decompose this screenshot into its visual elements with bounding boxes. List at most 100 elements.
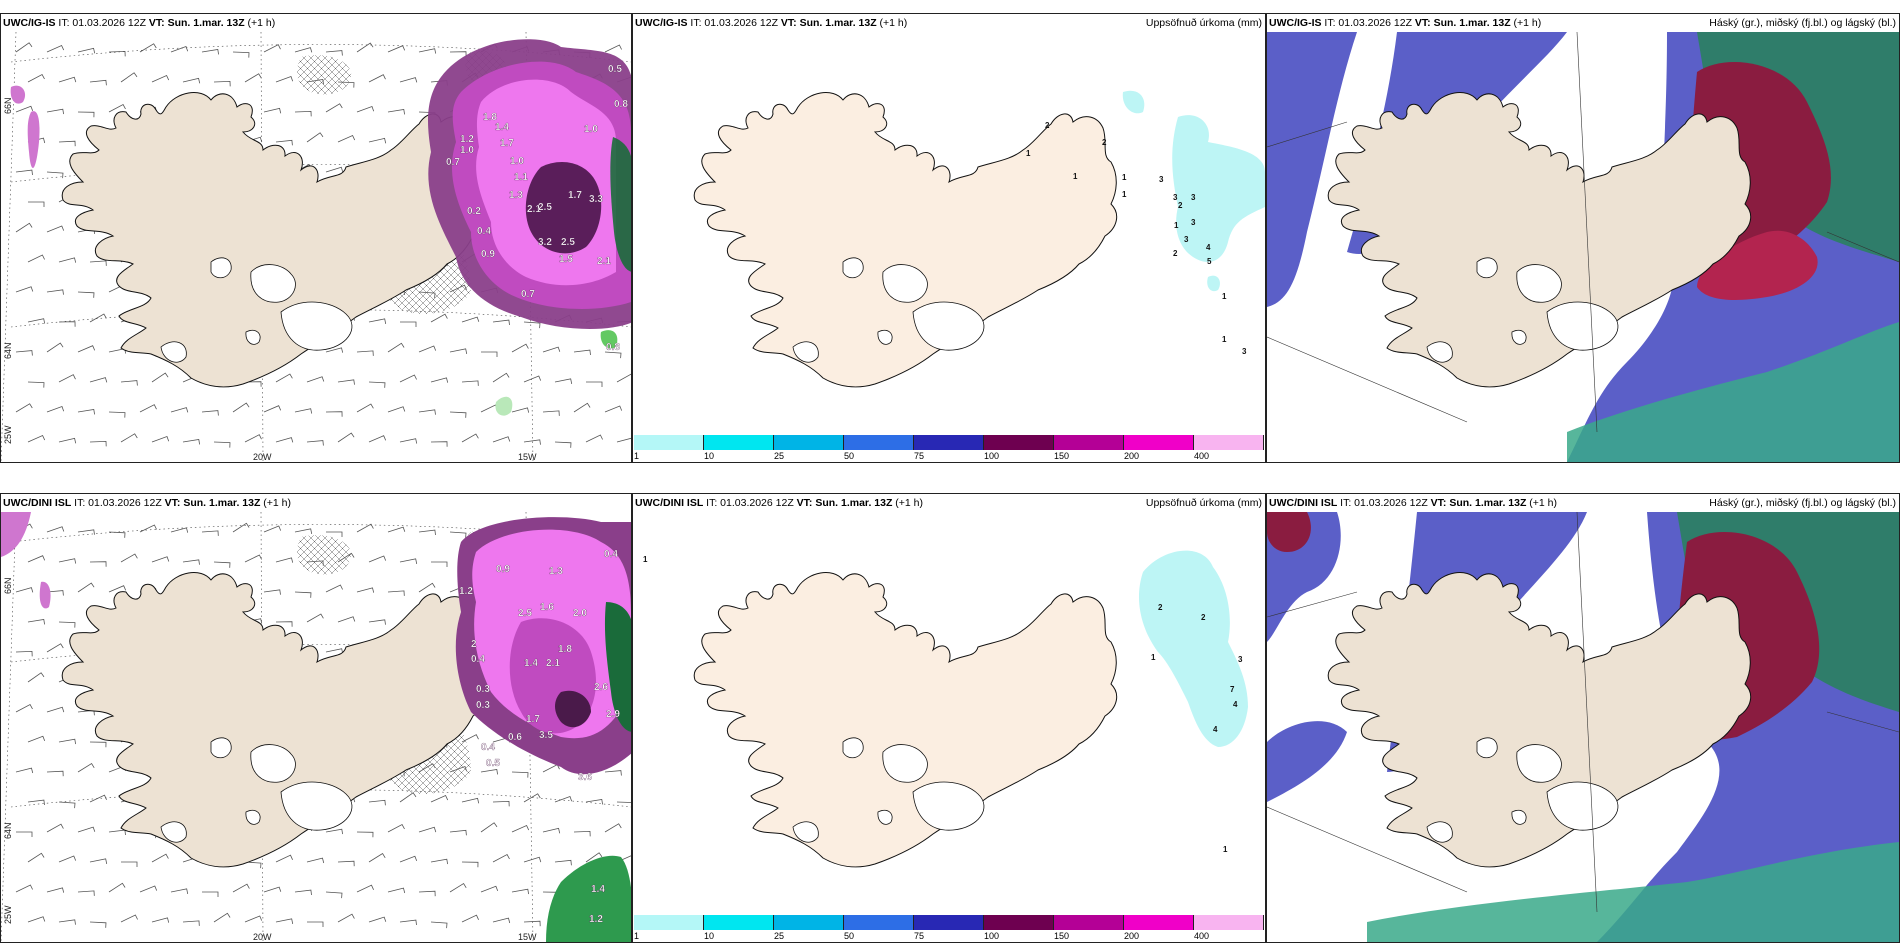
colorbar-cell: [1124, 915, 1194, 930]
colorbar-tick-label: 400: [1194, 931, 1210, 941]
precip-value-label: 3: [1242, 347, 1247, 356]
panel-title: Háský (gr.), miðský (fj.bl.) og lágský (…: [1709, 497, 1896, 509]
precip-value-label: 3: [1159, 175, 1164, 184]
valid-time: VT: Sun. 1.mar. 13Z: [1430, 497, 1527, 509]
precip-map-panel-top: UWC/IG-IS IT: 01.03.2026 12Z VT: Sun. 1.…: [632, 13, 1266, 463]
contour-value-label: 2.1: [546, 658, 560, 669]
precip-value-labels: 1 2 2 1 3 7 4 4 1: [643, 555, 1243, 854]
lat-label-66n: 66N: [3, 577, 13, 594]
precip-map: 1 2 2 1 3 7 4 4 1: [633, 512, 1265, 916]
precip-value-label: 2: [1201, 613, 1206, 622]
precip-value-label: 4: [1206, 243, 1211, 252]
wind-precip-map-panel-top: UWC/IG-IS IT: 01.03.2026 12Z VT: Sun. 1.…: [0, 13, 632, 463]
precip-value-label: 3: [1184, 235, 1189, 244]
contour-value-label: 0.6: [508, 732, 522, 743]
precip-value-label: 7: [1230, 685, 1235, 694]
contour-value-label: 1.0: [460, 145, 474, 156]
panel-header: UWC/DINI ISL IT: 01.03.2026 12Z VT: Sun.…: [1, 494, 292, 512]
model-name: UWC/DINI ISL: [3, 497, 72, 509]
colorbar-cell: [634, 435, 704, 450]
precip-value-label: 1: [1026, 149, 1031, 158]
contour-value-label: 2.0: [573, 608, 587, 619]
colorbar-cell: [1054, 915, 1124, 930]
model-name: UWC/IG-IS: [3, 17, 56, 29]
iceland-landmass: [61, 572, 486, 868]
model-name: UWC/DINI ISL: [635, 497, 704, 509]
contour-value-label: 2.5: [518, 608, 532, 619]
contour-value-label: 2.9: [606, 709, 620, 720]
valid-time: VT: Sun. 1.mar. 13Z: [796, 497, 893, 509]
contour-value-label: 0.5: [608, 64, 622, 75]
lon-label-15w: 15W: [518, 452, 537, 462]
precip-value-label: 3: [1191, 193, 1196, 202]
contour-value-label: 1.8: [558, 644, 572, 655]
iceland-landmass: [1327, 572, 1752, 868]
contour-value-label: 1.5: [559, 254, 573, 265]
contour-value-label: 3.3: [589, 194, 603, 205]
precip-amount-labels: 0.4 0.9 1.3 1.2 2.5 1.6 2.0 2 1.8 0.4 1.4 2.1 2.6 0.3…: [459, 549, 621, 925]
colorbar-tick-label: 200: [1124, 451, 1140, 461]
init-time: IT: 01.03.2026 12Z: [1324, 17, 1412, 29]
model-name: UWC/DINI ISL: [1269, 497, 1338, 509]
colorbar-ticks: 1 10 25 50 75 100 150 200 400: [633, 931, 1265, 941]
iceland-landmass: [693, 572, 1118, 868]
iceland-landmass: [693, 92, 1118, 388]
cloud-map: [1267, 512, 1899, 942]
colorbar-tick-label: 100: [984, 931, 1000, 941]
contour-value-label: 1.0: [584, 124, 598, 135]
contour-value-label: 0.3: [476, 684, 490, 695]
panel-title: Háský (gr.), miðský (fj.bl.) og lágský (…: [1709, 17, 1896, 29]
contour-value-label: 2.1: [597, 256, 611, 267]
colorbar-tick-label: 10: [704, 451, 715, 461]
precip-value-label: 1: [1222, 292, 1227, 301]
colorbar-tick-label: 1: [634, 931, 640, 941]
colorbar-cells: [634, 915, 1264, 930]
colorbar-cell: [704, 915, 774, 930]
precip-map-panel-bottom: UWC/DINI ISL IT: 01.03.2026 12Z VT: Sun.…: [632, 493, 1266, 943]
precip-value-label: 1: [1174, 221, 1179, 230]
cloud-map-panel-bottom: UWC/DINI ISL IT: 01.03.2026 12Z VT: Sun.…: [1266, 493, 1900, 943]
contour-value-label: 0.4: [471, 654, 485, 665]
init-time: IT: 01.03.2026 12Z: [706, 497, 794, 509]
contour-value-label: 1.3: [509, 190, 523, 201]
contour-value-label: 0.4: [604, 549, 618, 560]
contour-value-label: 3.2: [538, 237, 552, 248]
contour-value-label: 1.7: [500, 138, 514, 149]
precip-value-label: 4: [1213, 725, 1218, 734]
contour-value-label: 0.8: [614, 99, 628, 110]
colorbar-cell: [914, 435, 984, 450]
contour-value-label: 0.3: [476, 700, 490, 711]
contour-value-label: 0.4: [481, 742, 495, 753]
precip-value-label: 1: [1151, 653, 1156, 662]
colorbar-cell: [634, 915, 704, 930]
lead-time: (+1 h): [247, 17, 276, 29]
colorbar-tick-label: 10: [704, 931, 715, 941]
contour-value-label: 1.2: [459, 586, 473, 597]
contour-value-label: 1.4: [524, 658, 538, 669]
model-name: UWC/IG-IS: [635, 17, 688, 29]
valid-time: VT: Sun. 1.mar. 13Z: [148, 17, 245, 29]
lon-label-20w: 20W: [253, 932, 272, 942]
panel-title: Uppsöfnuð úrkoma (mm): [1145, 497, 1262, 509]
lon-label-20w: 20W: [253, 452, 272, 462]
precip-value-label: 1: [1073, 172, 1078, 181]
precip-value-label: 2: [1178, 201, 1183, 210]
colorbar: 1 10 25 50 75 100 150 200 400: [633, 914, 1265, 942]
cloud-map-panel-top: UWC/IG-IS IT: 01.03.2026 12Z VT: Sun. 1.…: [1266, 13, 1900, 463]
precip-value-label: 1: [643, 555, 648, 564]
lead-time: (+1 h): [1529, 497, 1558, 509]
colorbar-tick-label: 75: [914, 931, 925, 941]
iceland-landmass: [1327, 92, 1752, 388]
contour-value-label: 0.9: [481, 249, 495, 260]
precip-value-label: 2: [1173, 249, 1178, 258]
colorbar-cell: [1194, 915, 1264, 930]
lead-time: (+1 h): [1513, 17, 1542, 29]
panel-header: UWC/DINI ISL IT: 01.03.2026 12Z VT: Sun.…: [1267, 494, 1558, 512]
precip-amount-labels: 0.50.81.01.81.41.21.00.71.71.01.11.30.2 2…: [446, 64, 629, 353]
contour-value-label: 1.6: [540, 602, 554, 613]
colorbar-cell: [1054, 435, 1124, 450]
contour-value-label: 1.7: [568, 190, 582, 201]
contour-value-label: 1.8: [483, 112, 497, 123]
colorbar-tick-label: 25: [774, 931, 785, 941]
contour-value-label: 1.4: [495, 122, 509, 133]
